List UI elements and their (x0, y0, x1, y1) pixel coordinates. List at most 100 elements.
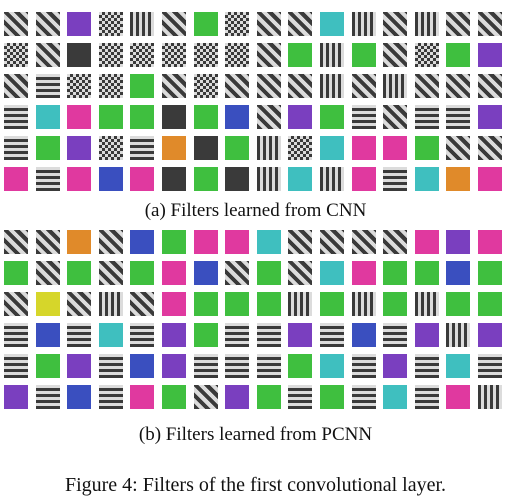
filter-tile (351, 74, 376, 98)
filter-tile (383, 385, 408, 409)
filter-tile (225, 230, 250, 254)
filter-tile (256, 12, 281, 36)
filter-tile (320, 136, 344, 160)
filter-tile (67, 230, 92, 254)
filter-tile (193, 385, 218, 409)
filter-tile (414, 354, 439, 378)
filter-tile (478, 12, 502, 36)
filter-tile (162, 105, 186, 129)
filter-tile (446, 43, 471, 67)
filter-tile (35, 136, 60, 160)
filter-tile (256, 136, 281, 160)
filter-tile (478, 74, 502, 98)
filter-tile (98, 354, 123, 378)
filter-tile (162, 167, 186, 191)
filter-tile (351, 136, 376, 160)
filter-tile (193, 74, 218, 98)
filter-tile (383, 43, 408, 67)
filter-tile (98, 230, 123, 254)
filter-tile (225, 323, 250, 347)
filter-tile (4, 323, 28, 347)
filter-tile (446, 136, 471, 160)
filter-tile (4, 385, 28, 409)
filter-tile (446, 323, 471, 347)
filter-tile (193, 354, 218, 378)
filter-tile (35, 43, 60, 67)
filter-tile (351, 292, 376, 316)
filter-tile (130, 292, 155, 316)
filter-tile (351, 12, 376, 36)
filter-tile (67, 323, 92, 347)
filter-tile (288, 43, 313, 67)
filter-tile (288, 74, 313, 98)
panel-a-caption: (a) Filters learned from CNN (144, 200, 367, 221)
filter-tile (193, 323, 218, 347)
filter-tile (446, 354, 471, 378)
filter-tile (320, 261, 344, 285)
filter-tile (478, 385, 502, 409)
filter-tile (414, 105, 439, 129)
filter-tile (162, 292, 186, 316)
filter-tile (130, 12, 155, 36)
filter-tile (4, 261, 28, 285)
filter-tile (67, 167, 92, 191)
filter-tile (351, 354, 376, 378)
filter-tile (478, 261, 502, 285)
filter-tile (67, 12, 92, 36)
filter-tile (288, 136, 313, 160)
filter-tile (130, 261, 155, 285)
filter-tile (320, 105, 344, 129)
filter-tile (4, 292, 28, 316)
filter-tile (478, 167, 502, 191)
filter-tile (383, 74, 408, 98)
filter-tile (383, 261, 408, 285)
filter-tile (256, 167, 281, 191)
filter-tile (98, 43, 123, 67)
filter-tile (225, 136, 250, 160)
filter-tile (320, 230, 344, 254)
filter-tile (225, 292, 250, 316)
filter-tile (35, 12, 60, 36)
filter-tile (414, 261, 439, 285)
filter-tile (414, 323, 439, 347)
filter-tile (162, 261, 186, 285)
filter-tile (67, 136, 92, 160)
filter-tile (67, 261, 92, 285)
filter-tile (35, 354, 60, 378)
filter-tile (225, 385, 250, 409)
filter-tile (98, 261, 123, 285)
filter-tile (98, 385, 123, 409)
filter-tile (193, 292, 218, 316)
filter-tile (67, 354, 92, 378)
filter-tile (4, 12, 28, 36)
filter-tile (478, 230, 502, 254)
filter-tile (478, 136, 502, 160)
filter-tile (478, 354, 502, 378)
filter-tile (320, 385, 344, 409)
filter-tile (256, 323, 281, 347)
filter-tile (4, 105, 28, 129)
filter-tile (98, 74, 123, 98)
figure-caption: Figure 4: Filters of the first convoluti… (64, 474, 447, 496)
filter-tile (414, 167, 439, 191)
filter-tile (383, 105, 408, 129)
filter-tile (351, 105, 376, 129)
filter-tile (4, 74, 28, 98)
filter-tile (98, 167, 123, 191)
filter-tile (383, 12, 408, 36)
filter-tile (288, 230, 313, 254)
filter-tile (288, 385, 313, 409)
filter-tile (446, 167, 471, 191)
filter-tile (383, 323, 408, 347)
filter-tile (193, 230, 218, 254)
filter-tile (414, 74, 439, 98)
filter-tile (130, 105, 155, 129)
filter-tile (162, 385, 186, 409)
filter-tile (256, 105, 281, 129)
filter-tile (446, 230, 471, 254)
filter-tile (256, 385, 281, 409)
filter-tile (383, 230, 408, 254)
filter-tile (320, 74, 344, 98)
filter-tile (35, 230, 60, 254)
filter-tile (446, 105, 471, 129)
